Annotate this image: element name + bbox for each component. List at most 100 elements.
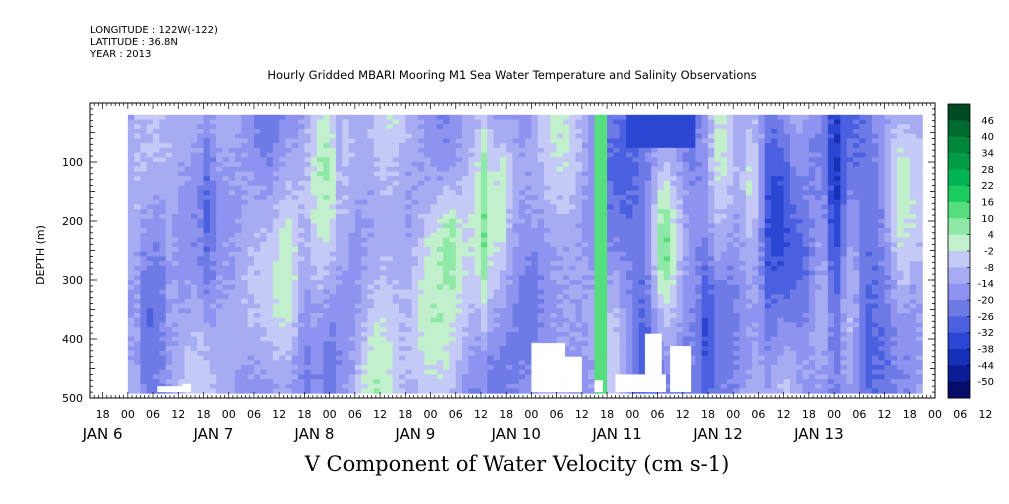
heatmap-cell (171, 369, 179, 375)
heatmap-cell (430, 383, 438, 389)
heatmap-cell (165, 237, 173, 243)
heatmap-cell (354, 383, 362, 389)
heatmap-cell (235, 251, 242, 257)
heatmap-cell (354, 157, 362, 163)
heatmap-cell (342, 270, 349, 276)
heatmap-cell (235, 176, 242, 182)
heatmap-cell (253, 237, 261, 243)
heatmap-cell (398, 180, 406, 186)
heatmap-cell (443, 355, 450, 361)
heatmap-cell (512, 185, 520, 191)
heatmap-cell (235, 369, 242, 375)
heatmap-cell (613, 280, 621, 286)
heatmap-cell (235, 218, 242, 224)
heatmap-cell (512, 223, 520, 229)
heatmap-cell (197, 364, 204, 371)
heatmap-cell (562, 331, 570, 338)
heatmap-cell (600, 124, 608, 130)
heatmap-cell (525, 251, 532, 257)
heatmap-cell (386, 152, 394, 158)
heatmap-cell (323, 331, 331, 338)
heatmap-cell (323, 232, 331, 238)
heatmap-cell (386, 232, 394, 238)
heatmap-cell (506, 284, 513, 290)
heatmap-cell (480, 327, 488, 333)
heatmap-cell (329, 379, 337, 385)
heatmap-cell (575, 180, 583, 186)
heatmap-cell (171, 275, 179, 281)
heatmap-cell (613, 190, 621, 196)
heatmap-cell (499, 195, 507, 201)
heatmap-cell (487, 124, 494, 130)
heatmap-cell (373, 157, 381, 163)
heatmap-cell (304, 346, 312, 352)
heatmap-cell (171, 261, 179, 267)
heatmap-cell (436, 143, 444, 149)
heatmap-cell (392, 114, 400, 120)
heatmap-cell (657, 280, 665, 286)
heatmap-cell (354, 308, 362, 314)
heatmap-cell (607, 331, 614, 338)
heatmap-cell (462, 180, 469, 186)
heatmap-cell (544, 256, 551, 262)
heatmap-cell (619, 223, 627, 229)
heatmap-cell (134, 152, 141, 158)
heatmap-cell (468, 204, 476, 210)
heatmap-cell (367, 336, 375, 342)
heatmap-cell (197, 346, 204, 352)
heatmap-cell (493, 204, 501, 210)
heatmap-cell (518, 284, 526, 290)
heatmap-cell (329, 228, 337, 234)
heatmap-cell (184, 284, 192, 290)
heatmap-cell (417, 128, 425, 135)
heatmap-cell (512, 157, 520, 163)
heatmap-cell (291, 199, 299, 205)
heatmap-cell (260, 237, 267, 243)
heatmap-cell (651, 124, 658, 130)
heatmap-cell (140, 166, 148, 172)
heatmap-cell (499, 242, 507, 248)
heatmap-cell (417, 228, 425, 234)
heatmap-cell (367, 147, 375, 153)
heatmap-cell (241, 294, 249, 300)
heatmap-cell (474, 346, 482, 352)
heatmap-cell (424, 303, 431, 309)
heatmap-cell (348, 350, 356, 356)
heatmap-cell (569, 213, 576, 220)
heatmap-cell (134, 298, 141, 304)
heatmap-cell (386, 350, 394, 356)
heatmap-cell (317, 331, 324, 338)
heatmap-cell (329, 143, 337, 149)
heatmap-cell (493, 166, 501, 172)
heatmap-cell (291, 162, 299, 168)
heatmap-cell (235, 383, 242, 389)
heatmap-cell (216, 246, 223, 253)
heatmap-cell (537, 289, 545, 295)
heatmap-cell (241, 336, 249, 342)
heatmap-cell (392, 199, 400, 205)
heatmap-cell (468, 133, 476, 139)
heatmap-cell (304, 138, 312, 144)
heatmap-cell (159, 261, 167, 267)
heatmap-cell (518, 232, 526, 238)
heatmap-cell (499, 147, 507, 153)
heatmap-cell (203, 346, 211, 352)
heatmap-cell (455, 374, 463, 380)
heatmap-cell (184, 143, 192, 149)
heatmap-cell (392, 374, 400, 380)
heatmap-cell (317, 157, 324, 163)
heatmap-cell (562, 298, 570, 304)
heatmap-cell (499, 246, 507, 253)
heatmap-cell (607, 388, 614, 394)
heatmap-cell (329, 350, 337, 356)
heatmap-cell (556, 317, 564, 323)
heatmap-cell (607, 166, 614, 172)
heatmap-cell (638, 119, 646, 125)
heatmap-cell (619, 346, 627, 352)
heatmap-cell (537, 322, 545, 328)
heatmap-cell (638, 209, 646, 215)
heatmap-cell (323, 379, 331, 385)
heatmap-cell (607, 270, 614, 276)
heatmap-cell (228, 143, 236, 149)
heatmap-cell (140, 256, 148, 262)
